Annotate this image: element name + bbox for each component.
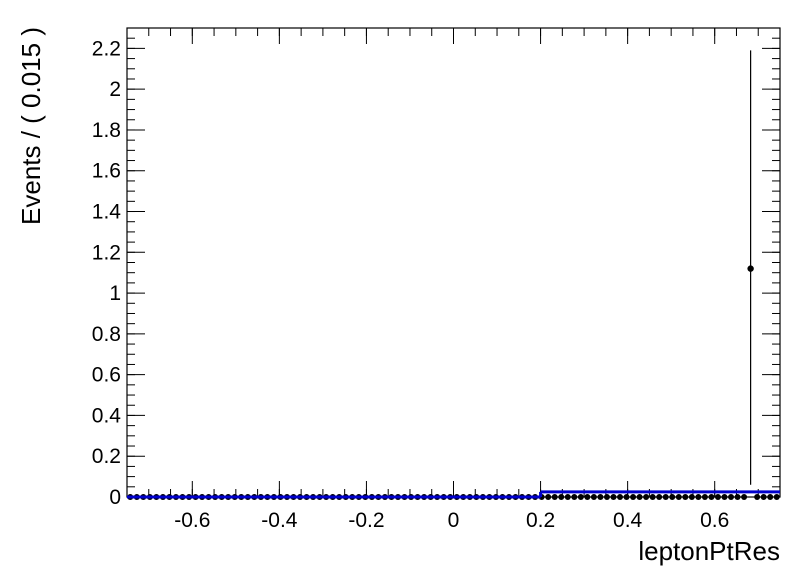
data-point [701,494,708,500]
x-tick-label: -0.2 [348,509,384,532]
x-tick-label: 0.6 [700,509,729,532]
y-tick-label: 0 [109,486,121,509]
y-tick-label: 2 [109,78,121,101]
data-point [767,494,774,500]
data-point [747,265,754,272]
data-point [545,494,552,500]
data-point [682,494,689,500]
data-point [649,494,656,500]
data-point [551,494,558,500]
y-tick-label: 1.6 [92,160,121,183]
data-point [656,494,663,500]
data-point [584,494,591,500]
plot-frame-layer [126,27,781,498]
y-tick-label: 1 [109,282,121,305]
data-point [610,494,617,500]
data-point [643,494,650,500]
data-point [662,494,669,500]
x-tick-label: 0.4 [613,509,643,532]
data-point [603,494,610,500]
data-point [695,494,702,500]
data-point [571,494,578,500]
y-tick-label: 0.6 [92,364,121,387]
y-axis-title: Events / ( 0.015 ) [16,27,46,225]
y-tick-label: 0.8 [92,323,121,346]
x-tick-label: -0.6 [174,509,210,532]
data-point [675,494,682,500]
data-point [577,494,584,500]
x-tick-label: -0.4 [261,509,298,532]
data-point [636,494,643,500]
data-series-layer [127,50,780,500]
data-point [728,494,735,500]
data-point [714,494,721,500]
y-axis-ticks: 0 0.2 0.4 0.6 0.8 1 1.2 1.4 1.6 1.8 2 2.2 [92,27,780,509]
data-point [558,494,565,500]
y-tick-label: 0.4 [92,404,122,427]
data-point [597,494,604,500]
data-point [708,494,715,500]
y-tick-label: 1.2 [92,241,121,264]
data-point [590,494,597,500]
data-point [564,494,571,500]
data-point [721,494,728,500]
x-tick-label: 0 [448,509,460,532]
x-axis-title: leptonPtRes [638,536,780,566]
y-tick-label: 2.2 [92,37,121,60]
x-axis-ticks: -0.6 -0.4 -0.2 0 0.2 0.4 0.6 [126,28,781,532]
data-point [630,494,637,500]
plot-frame [126,27,781,498]
y-tick-label: 0.2 [92,445,121,468]
data-point [617,494,624,500]
data-point [734,494,741,500]
data-point [623,494,630,500]
data-point [760,494,767,500]
y-tick-label: 1.4 [92,201,122,224]
data-point [669,494,676,500]
data-point [688,494,695,500]
data-point [773,494,780,500]
x-tick-label: 0.2 [526,509,555,532]
data-point [754,494,761,500]
y-tick-label: 1.8 [92,119,121,142]
data-point [741,494,748,500]
